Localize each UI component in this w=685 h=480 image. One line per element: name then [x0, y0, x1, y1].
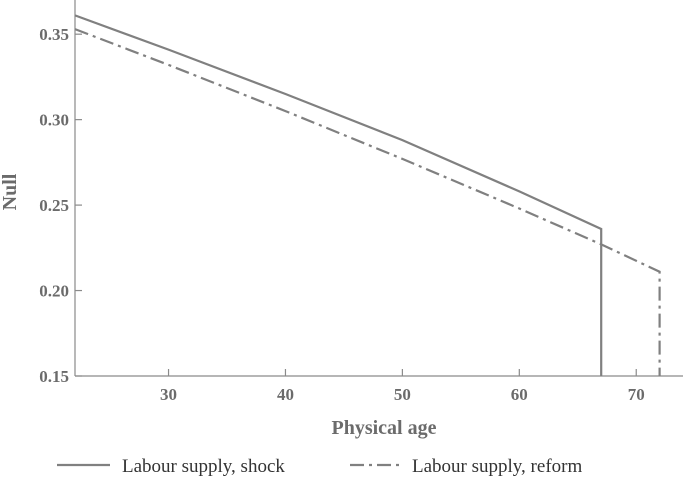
x-axis-title: Physical age [332, 417, 437, 439]
x-tick-label: 70 [628, 385, 645, 404]
y-tick-label: 0.25 [39, 196, 69, 215]
x-tick-label: 40 [277, 385, 294, 404]
legend-label-reform: Labour supply, reform [412, 456, 582, 477]
legend-label-shock: Labour supply, shock [122, 456, 285, 477]
x-tick-label: 50 [394, 385, 411, 404]
series-line-1 [74, 28, 661, 376]
y-tick-label: 0.30 [39, 111, 69, 130]
x-tick-label: 30 [160, 385, 177, 404]
legend: Labour supply, shock Labour supply, refo… [57, 456, 582, 477]
series-layer [74, 14, 661, 376]
y-tick-label: 0.35 [39, 25, 69, 44]
axes [74, 0, 683, 377]
y-tick-label: 0.20 [39, 282, 69, 301]
series-line-0 [74, 14, 603, 376]
ticks-layer: 0.15 0.20 0.25 0.30 0.35 30 40 50 60 70 [39, 25, 644, 404]
y-tick-label: 0.15 [39, 367, 69, 386]
x-tick-label: 60 [511, 385, 528, 404]
y-axis-title: Null [0, 173, 21, 210]
